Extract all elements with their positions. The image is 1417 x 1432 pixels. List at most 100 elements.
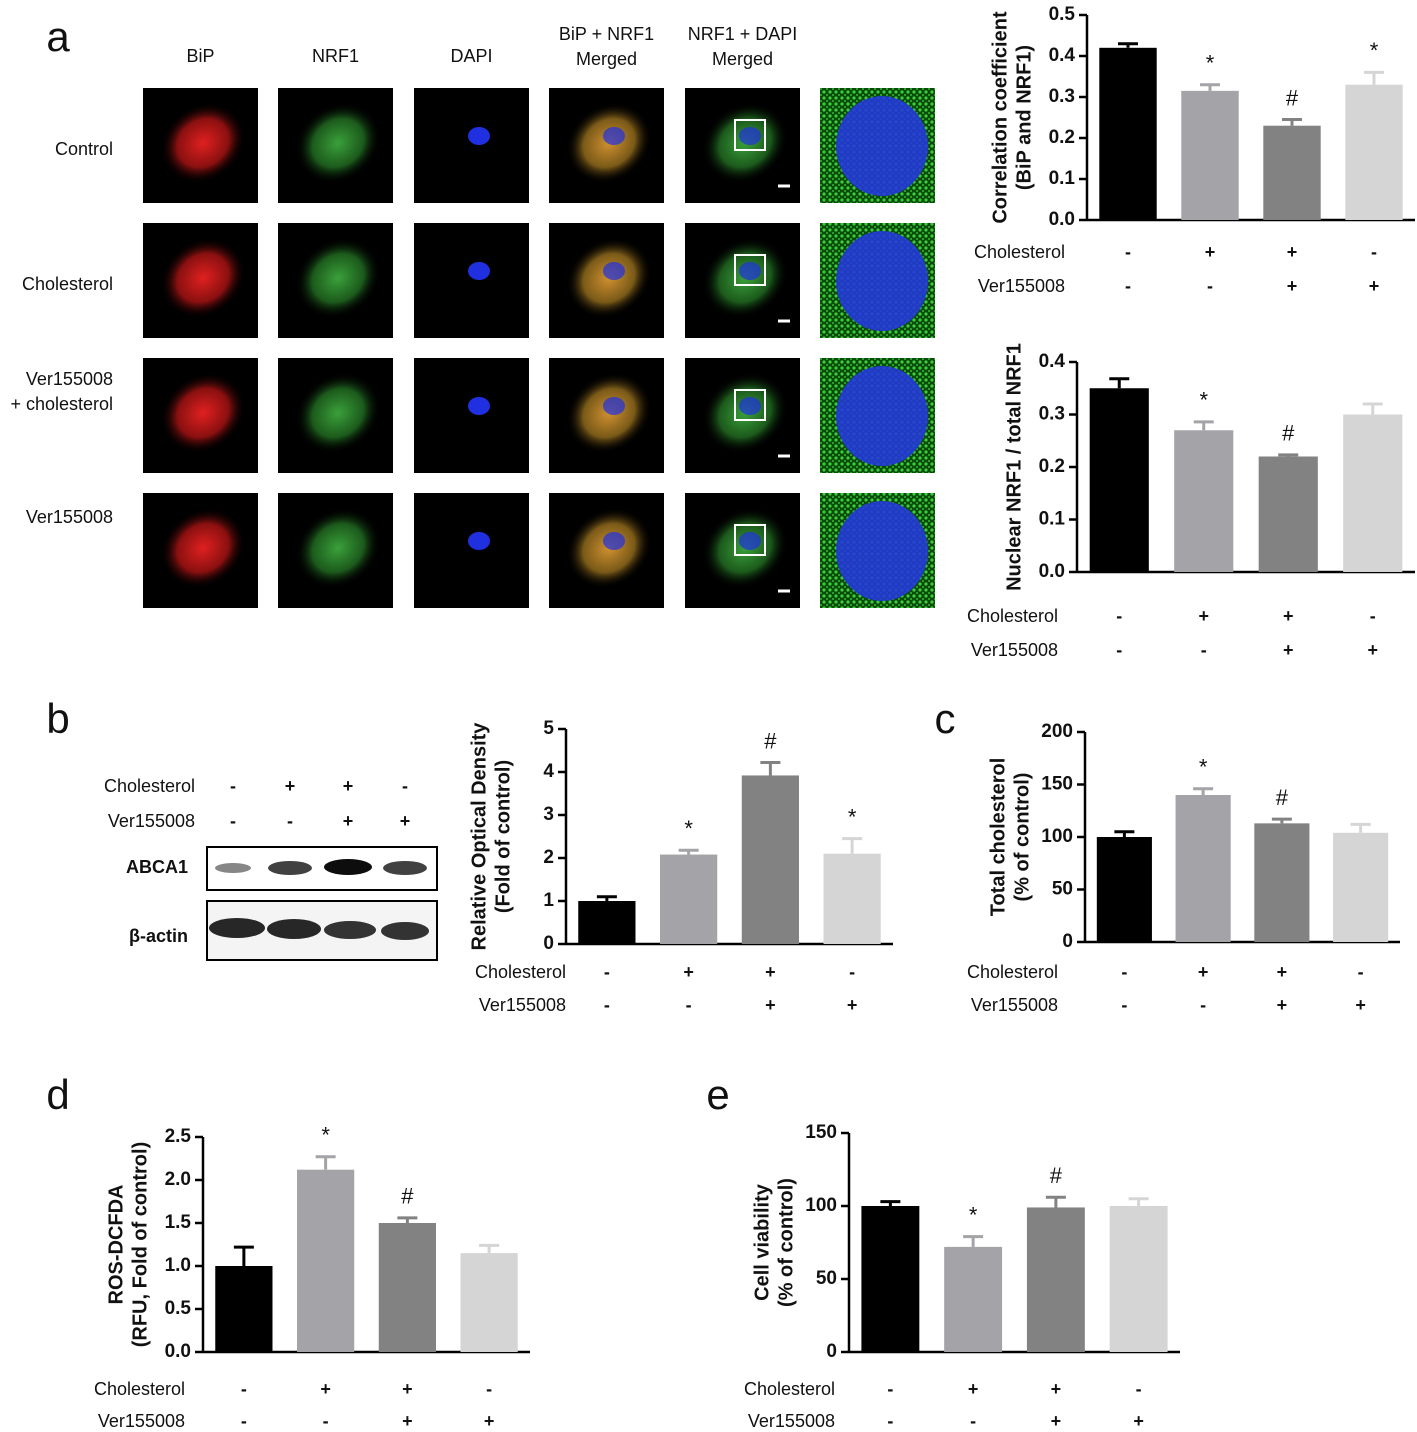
condition-mark: - <box>1116 606 1122 626</box>
condition-name: Ver155008 <box>748 1411 835 1431</box>
nucleus <box>468 532 490 550</box>
bar <box>1096 837 1152 942</box>
y-tick-label: 0.5 <box>1049 4 1076 25</box>
y-axis-label: (BiP and NRF1) <box>1013 45 1035 190</box>
condition-mark: - <box>1207 276 1213 296</box>
inset-box <box>734 119 766 151</box>
cell <box>160 507 246 589</box>
condition-mark: - <box>1371 242 1377 262</box>
cell <box>295 372 381 454</box>
y-tick-label: 1.0 <box>165 1255 191 1276</box>
micrograph <box>143 223 258 338</box>
significance: # <box>1286 85 1299 110</box>
bar <box>297 1169 355 1352</box>
micrograph <box>549 493 664 608</box>
nucleus <box>739 262 761 280</box>
condition-mark: + <box>1198 606 1209 626</box>
bar <box>578 901 636 944</box>
nucleus <box>468 397 490 415</box>
condition-mark: + <box>683 962 694 982</box>
condition-name: Ver155008 <box>108 811 195 831</box>
y-axis-label: Total cholesterol <box>987 758 1009 917</box>
bar <box>1181 90 1239 220</box>
panel-label: b <box>46 695 69 742</box>
bar <box>1174 430 1234 572</box>
nucleus <box>739 397 761 415</box>
cell <box>295 102 381 184</box>
zoom-nucleus <box>836 231 928 331</box>
zoom-nucleus <box>836 366 928 466</box>
nucleus <box>603 532 625 550</box>
y-tick-label: 100 <box>1041 826 1073 847</box>
condition-mark: + <box>1283 606 1294 626</box>
y-tick-label: 50 <box>1052 879 1073 900</box>
panel-label: d <box>46 1071 69 1118</box>
y-tick-label: 0 <box>826 1341 837 1362</box>
bar <box>1089 388 1149 572</box>
row-label: Ver155008 <box>26 507 113 527</box>
condition-name: Ver155008 <box>971 640 1058 660</box>
condition-mark: - <box>887 1411 893 1431</box>
error-bar <box>1045 1195 1066 1208</box>
bar <box>823 853 881 944</box>
significance: * <box>1206 51 1215 76</box>
band-label: ABCA1 <box>126 857 188 877</box>
condition-mark: - <box>970 1411 976 1431</box>
micrograph <box>820 493 935 608</box>
significance: * <box>321 1123 330 1148</box>
bar <box>460 1253 518 1352</box>
zoom-nucleus <box>836 96 928 196</box>
bar <box>215 1266 273 1352</box>
y-tick-label: 1.5 <box>165 1212 192 1233</box>
column-header: NRF1 + DAPI <box>688 24 798 44</box>
condition-mark: + <box>484 1411 495 1431</box>
nucleus <box>739 127 761 145</box>
significance: * <box>684 816 693 841</box>
nucleus <box>468 262 490 280</box>
y-tick-label: 0.0 <box>1039 561 1065 582</box>
error-bar <box>842 837 863 854</box>
significance: * <box>1370 38 1379 63</box>
error-bar <box>1128 1197 1149 1206</box>
condition-mark: + <box>402 1379 413 1399</box>
condition-mark: - <box>402 776 408 796</box>
panel-label: a <box>46 13 70 60</box>
y-tick-label: 0.4 <box>1039 351 1066 372</box>
bar <box>741 775 799 944</box>
condition-mark: - <box>1121 995 1127 1015</box>
condition-name: Cholesterol <box>744 1379 835 1399</box>
y-tick-label: 0 <box>543 933 554 954</box>
cell <box>295 237 381 319</box>
y-axis-label: (RFU, Fold of control) <box>129 1142 151 1348</box>
condition-mark: - <box>604 995 610 1015</box>
bar <box>660 854 718 944</box>
micrograph <box>685 223 800 338</box>
micrograph <box>685 358 800 473</box>
bar <box>861 1206 920 1352</box>
condition-name: Ver155008 <box>978 276 1065 296</box>
condition-mark: + <box>1287 276 1298 296</box>
error-bar <box>1193 420 1214 431</box>
error-bar <box>1118 42 1138 48</box>
cell <box>160 237 246 319</box>
condition-mark: - <box>287 811 293 831</box>
significance: # <box>764 728 777 753</box>
significance: * <box>969 1202 978 1227</box>
y-tick-label: 2.5 <box>165 1126 192 1147</box>
image-bg <box>414 493 529 608</box>
y-axis-label: (% of control) <box>775 1178 797 1307</box>
condition-mark: + <box>1355 995 1366 1015</box>
bar <box>1345 84 1403 220</box>
micrograph <box>820 223 935 338</box>
condition-mark: + <box>765 962 776 982</box>
micrograph <box>278 358 393 473</box>
y-tick-label: 0 <box>1062 931 1073 952</box>
error-bar <box>1362 402 1383 415</box>
nucleus <box>739 532 761 550</box>
inset-box <box>734 524 766 556</box>
error-bar <box>1200 83 1220 91</box>
bar <box>1333 832 1389 942</box>
panel-label: c <box>935 695 956 742</box>
condition-mark: - <box>230 811 236 831</box>
